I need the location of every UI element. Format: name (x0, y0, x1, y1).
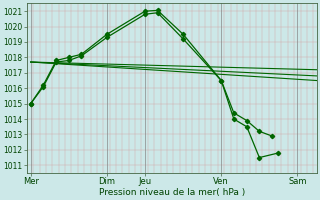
X-axis label: Pression niveau de la mer( hPa ): Pression niveau de la mer( hPa ) (99, 188, 245, 197)
